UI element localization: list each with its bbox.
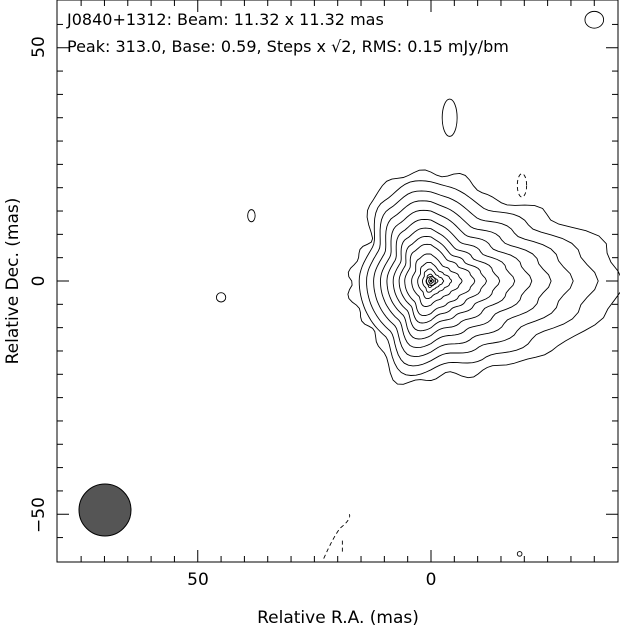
noise-blob-west-2: [215, 292, 227, 303]
contour-level-8: [404, 243, 476, 317]
contour-level-13: [428, 277, 435, 285]
noise-blob-northeast: [516, 173, 528, 198]
contour-level-5: [386, 218, 516, 340]
plot-title: J0840+1312: Beam: 11.32 x 11.32 mas: [66, 10, 384, 29]
x-tick-label-0: 0: [426, 570, 437, 590]
contour-level-4: [379, 209, 533, 349]
contour-level-3: [373, 200, 552, 358]
y-tick-label-50: 50: [29, 36, 49, 58]
plot-frame: [56, 0, 619, 563]
x-tick-label-50: 50: [187, 570, 209, 590]
contour-level-7: [398, 235, 487, 324]
contour-level-14: [429, 279, 433, 283]
y-tick-label-minus50: −50: [29, 497, 49, 533]
contour-lines: [347, 169, 620, 385]
noise-blob-west-1: [247, 209, 256, 223]
noise-arc-south: [323, 514, 351, 559]
x-axis-label: Relative R.A. (mas): [257, 608, 419, 628]
contour-level-10: [417, 261, 453, 300]
contour-level-1: [358, 180, 599, 376]
noise-blob-north: [441, 98, 458, 137]
noise-blob-south-east: [516, 551, 523, 557]
noise-contours: [215, 10, 605, 559]
plot-subtitle: Peak: 313.0, Base: 0.59, Steps x √2, RMS…: [67, 37, 509, 56]
axis-ticks: [57, 0, 618, 562]
contour-level-12: [425, 273, 439, 288]
contour-peak: [426, 276, 436, 286]
y-tick-label-0: 0: [29, 276, 49, 287]
contour-level-11: [422, 268, 445, 293]
contour-level-6: [392, 227, 501, 332]
contour-level-9: [411, 253, 463, 307]
contour-level-0: [347, 169, 620, 385]
y-axis-label: Relative Dec. (mas): [3, 198, 23, 365]
noise-blob-corner: [584, 10, 605, 29]
beam-ellipse: [78, 483, 132, 537]
contour-level-2: [366, 190, 574, 367]
